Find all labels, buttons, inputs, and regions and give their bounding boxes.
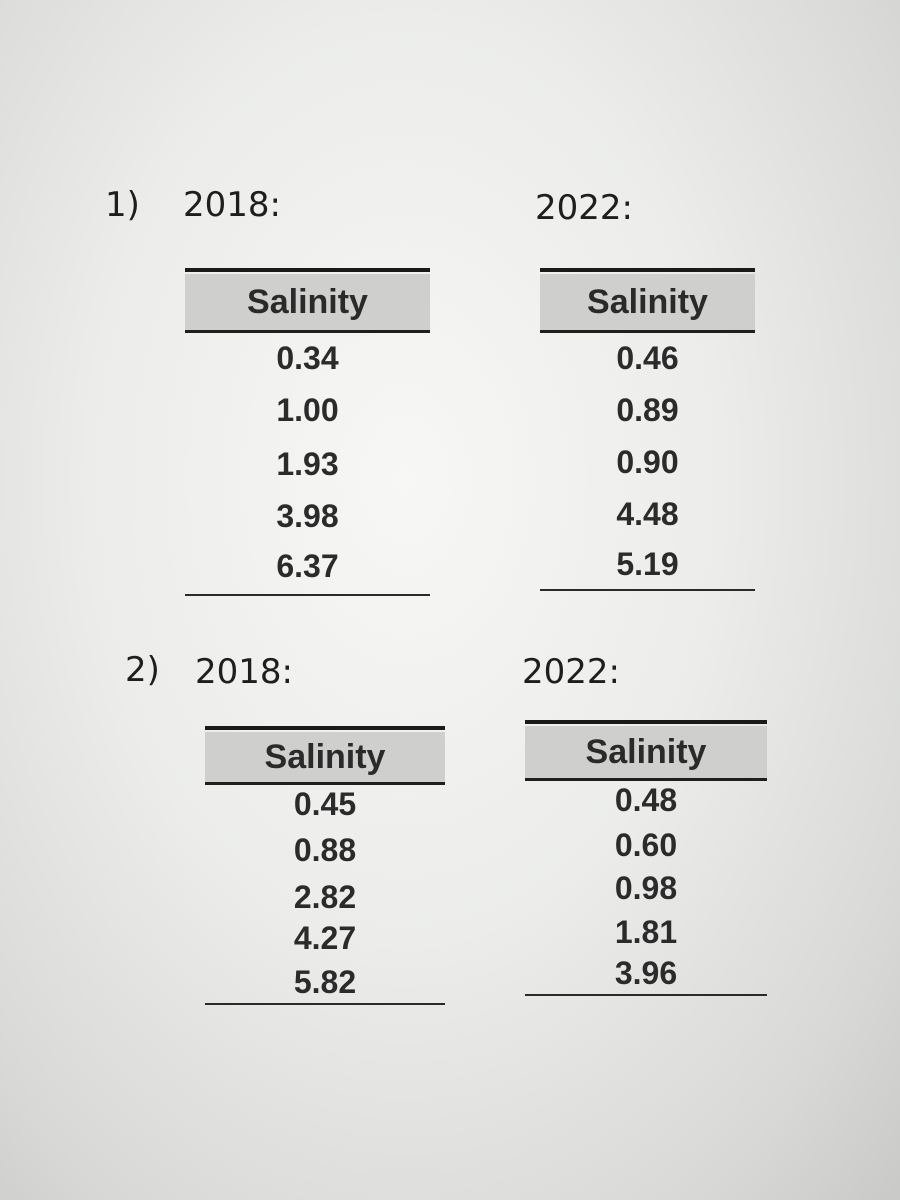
table-header: Salinity (205, 732, 445, 785)
table-bottom-rule (525, 994, 767, 996)
salinity-table: Salinity 0.45 0.88 2.82 4.27 5.82 (205, 726, 445, 1007)
year-label: 2018: (195, 652, 293, 692)
table-cell: 3.98 (276, 498, 339, 534)
table-cell: 6.37 (276, 548, 339, 584)
table-top-rule (540, 268, 755, 272)
table-cell: 3.96 (614, 955, 678, 991)
table-cell: 1.81 (614, 914, 678, 950)
table-cell: 0.90 (616, 444, 679, 480)
table-bottom-rule (205, 1003, 445, 1005)
table-cell: 0.34 (276, 340, 339, 376)
table-top-rule (525, 720, 767, 724)
table-cell: 5.82 (293, 964, 357, 1000)
problem-number: 1) (105, 185, 140, 225)
table-cell: 5.19 (616, 546, 679, 582)
table-cell: 0.98 (614, 870, 678, 906)
table-header: Salinity (185, 274, 430, 333)
table-bottom-rule (185, 594, 430, 596)
year-label: 2022: (522, 652, 620, 692)
salinity-table: Salinity 0.48 0.60 0.98 1.81 3.96 (525, 720, 767, 998)
table-header: Salinity (525, 726, 767, 781)
table-cell: 1.93 (276, 446, 339, 482)
table-cell: 0.88 (293, 832, 357, 868)
problem-number: 2) (125, 650, 160, 690)
year-label: 2022: (535, 188, 633, 228)
table-cell: 0.89 (616, 392, 679, 428)
table-cell: 2.82 (293, 879, 357, 915)
table-bottom-rule (540, 589, 755, 591)
table-cell: 1.00 (276, 392, 339, 428)
year-label: 2018: (183, 185, 281, 225)
table-top-rule (185, 268, 430, 272)
salinity-table: Salinity 0.46 0.89 0.90 4.48 5.19 (540, 268, 755, 593)
table-cell: 4.27 (293, 920, 357, 956)
table-cell: 0.45 (293, 786, 357, 822)
table-cell: 0.46 (616, 340, 679, 376)
table-header: Salinity (540, 274, 755, 333)
salinity-table: Salinity 0.34 1.00 1.93 3.98 6.37 (185, 268, 430, 598)
table-top-rule (205, 726, 445, 730)
table-cell: 0.48 (614, 782, 678, 818)
table-cell: 0.60 (614, 827, 678, 863)
table-cell: 4.48 (616, 496, 679, 532)
